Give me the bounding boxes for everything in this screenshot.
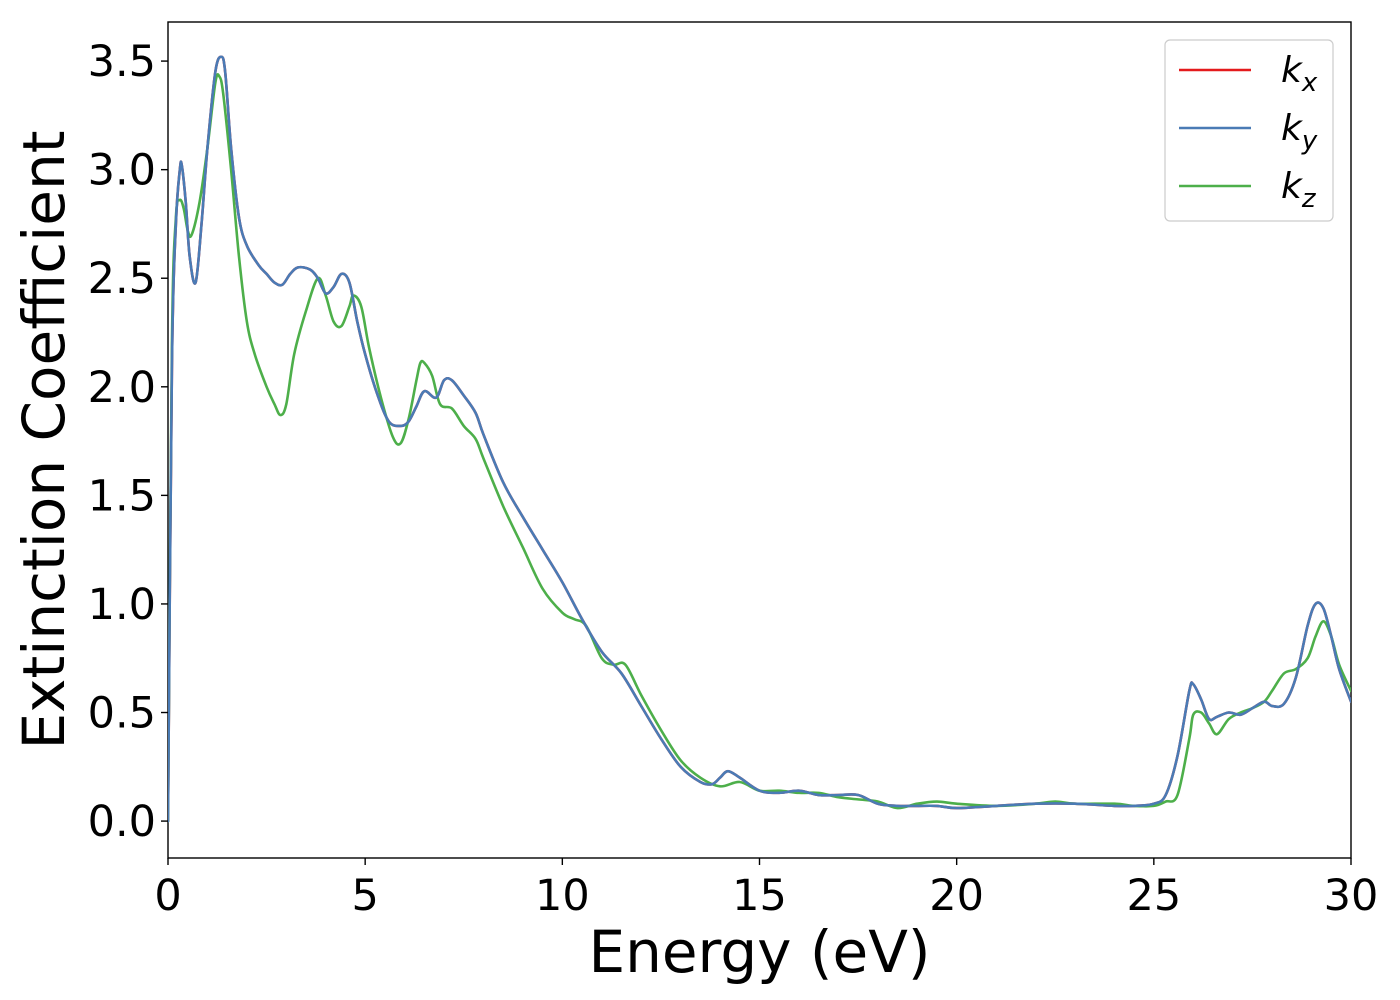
legend-label-subscript: z: [1301, 184, 1317, 214]
legend-label-base: k: [1281, 108, 1304, 149]
y-tick-label: 0.5: [88, 689, 156, 739]
y-tick-label: 1.0: [88, 580, 156, 630]
y-tick-label: 3.5: [88, 37, 156, 87]
y-tick-label: 1.5: [88, 471, 156, 521]
x-tick-label: 15: [732, 871, 787, 921]
legend-label-x: kx: [1281, 50, 1318, 98]
x-tick-label: 5: [351, 871, 378, 921]
y-tick-label: 2.5: [88, 254, 156, 304]
series-line-z: [168, 73, 1351, 823]
x-axis-title: Energy (eV): [588, 918, 930, 986]
legend-label-base: k: [1281, 50, 1304, 91]
x-tick-label: 25: [1126, 871, 1181, 921]
y-tick-label: 2.0: [88, 363, 156, 413]
x-tick-label: 10: [535, 871, 590, 921]
y-axis: 0.0 0.5 1.0 1.5 2.0 2.5 3.0 3.5: [88, 37, 168, 847]
y-tick-label: 3.0: [88, 146, 156, 196]
x-tick-label: 30: [1324, 871, 1379, 921]
legend-label-y: ky: [1281, 108, 1318, 156]
y-axis-title: Extinction Coefficient: [10, 131, 78, 750]
legend-label-subscript: y: [1301, 126, 1318, 156]
y-tick-label: 0.0: [88, 797, 156, 847]
legend-box: [1164, 39, 1334, 222]
x-tick-label: 20: [929, 871, 984, 921]
x-tick-label: 0: [154, 871, 181, 921]
legend-label-z: kz: [1281, 166, 1317, 214]
series-line-y: [168, 55, 1351, 823]
legend-label-base: k: [1281, 166, 1304, 207]
legend-label-subscript: x: [1301, 68, 1318, 98]
x-axis: 0 5 10 15 20 25 30: [154, 858, 1378, 921]
series-layer: [168, 55, 1351, 823]
